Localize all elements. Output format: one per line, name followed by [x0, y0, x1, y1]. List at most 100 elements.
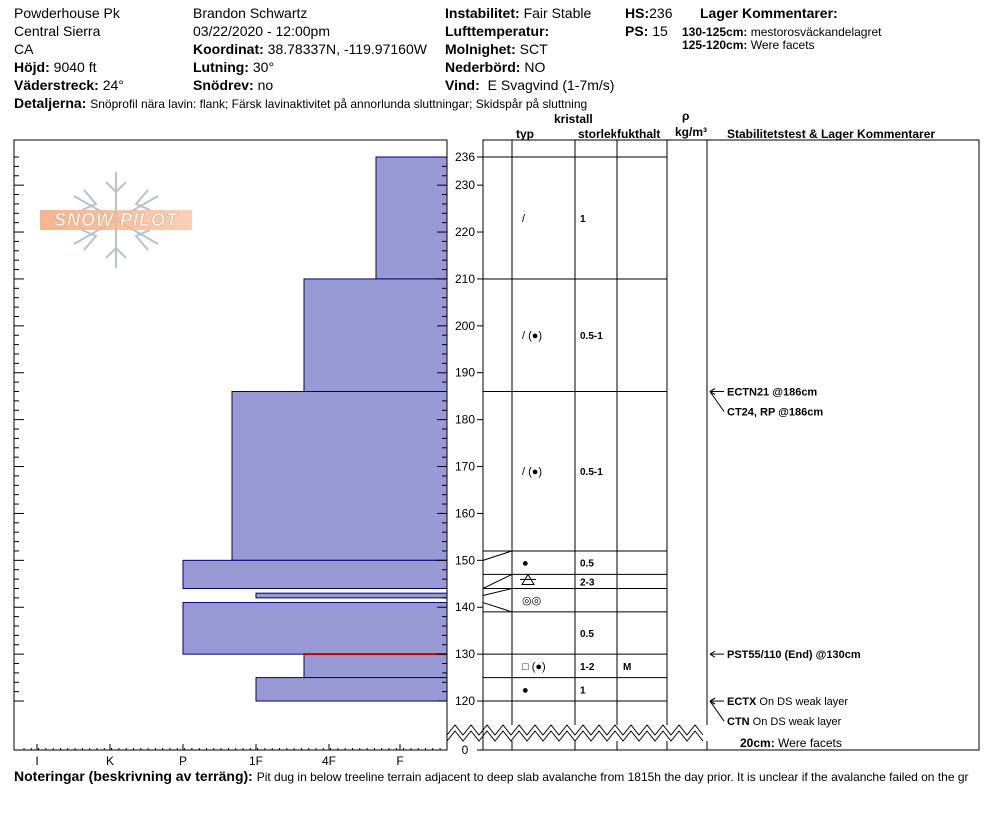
crystal-size: 1	[580, 214, 586, 225]
elevation-row: Höjd: 9040 ft	[14, 59, 96, 75]
coord-label: Koordinat:	[193, 41, 264, 57]
coord-row: Koordinat: 38.78337N, -119.97160W	[193, 41, 427, 57]
crystal-heading: kristall	[554, 112, 593, 126]
clouds-label: Molnighet:	[445, 41, 516, 57]
hs-row: HS:236	[625, 5, 672, 21]
wind-value: E Svagvind (1-7m/s)	[487, 77, 615, 93]
layer-comment-2-range: 125-120cm:	[682, 38, 748, 52]
range: Central Sierra	[14, 23, 101, 39]
hardness-bar	[231, 391, 448, 561]
layer-comment-2: 125-120cm: Were facets	[682, 37, 815, 53]
slope-value: 30°	[252, 59, 275, 75]
graupel-icon	[520, 573, 536, 585]
datetime: 03/22/2020 - 12:00pm	[193, 23, 330, 39]
axis-break-top	[446, 724, 704, 736]
instability-value: Fair Stable	[523, 5, 592, 21]
test-arrow	[709, 697, 716, 705]
type-heading: typ	[516, 127, 534, 141]
slope-label: Lutning:	[193, 59, 249, 75]
slope-row: Lutning: 30°	[193, 59, 274, 75]
moisture-value: M	[623, 662, 631, 673]
crystal-size: 0.5-1	[580, 331, 603, 342]
airtemp-label: Lufttemperatur:	[445, 23, 550, 39]
layer-comments-title: Lager Kommentarer:	[700, 5, 838, 21]
snowpilot-logo: SNOW PILOT	[40, 172, 192, 268]
clouds-value: SCT	[519, 41, 548, 57]
test-label: ECTN21 @186cm	[727, 387, 817, 399]
crystal-type: □ (●)	[522, 661, 546, 673]
crystal-size: 0.5-1	[580, 467, 603, 478]
wind-label: Vind:	[445, 77, 480, 93]
wind-row: Vind: E Svagvind (1-7m/s)	[445, 77, 614, 93]
crystal-size: 0.5	[580, 629, 594, 640]
layer-join	[482, 587, 513, 597]
details-value: Snöprofil nära lavin: flank; Färsk lavin…	[90, 97, 588, 111]
size-heading: storlek	[578, 127, 616, 141]
hardness-bar	[303, 653, 448, 679]
y-tick-label: 0	[462, 743, 469, 757]
y-tick-label: 130	[455, 647, 475, 661]
ps-label: PS:	[625, 23, 649, 39]
x-tick-label: P	[179, 754, 187, 768]
precip-value: NO	[524, 59, 546, 75]
state: CA	[14, 41, 34, 57]
test-pointer	[709, 391, 725, 412]
y-tick-label: 210	[455, 272, 475, 286]
clouds-row: Molnighet: SCT	[445, 41, 548, 57]
x-tick-label: 1F	[249, 754, 263, 768]
precip-label: Nederbörd:	[445, 59, 521, 75]
y-tick-label: 200	[455, 319, 475, 333]
crystal-type: ●	[522, 684, 529, 696]
crystal-type: ●	[522, 558, 529, 570]
test-arrow	[709, 650, 716, 658]
clipped-comment-text: Were facets	[778, 736, 842, 750]
y-tick-label: 220	[455, 225, 475, 239]
clipped-layer-comment: 20cm: Were facets	[740, 735, 842, 751]
layer-comment-2-text: Were facets	[750, 38, 815, 52]
hardness-bar	[255, 677, 448, 702]
y-tick-label: 170	[455, 460, 475, 474]
drift-row: Snödrev: no	[193, 77, 273, 93]
rho-heading: ρ	[682, 109, 690, 123]
crystal-type: ◎◎	[522, 595, 541, 607]
test-pointer	[709, 700, 725, 722]
instability-row: Instabilitet: Fair Stable	[445, 5, 591, 21]
hardness-bar	[375, 156, 448, 280]
y-tick-label: 150	[455, 553, 475, 567]
hs-label: HS:	[625, 5, 650, 21]
coord-value: 38.78337N, -119.97160W	[267, 41, 427, 57]
y-tick-label: 190	[455, 366, 475, 380]
layer-table-frame	[482, 139, 980, 751]
crystal-size: 1	[580, 685, 586, 696]
layer-join	[482, 550, 513, 561]
y-tick-label: 140	[455, 600, 475, 614]
drift-label: Snödrev:	[193, 77, 254, 93]
notes-row: Noteringar (beskrivning av terräng): Pit…	[14, 768, 994, 785]
notes-label: Noteringar (beskrivning av terräng):	[14, 768, 253, 784]
crystal-type: / (●)	[522, 330, 542, 342]
hs-value: 236	[649, 5, 673, 21]
x-tick-label: I	[35, 754, 38, 768]
x-tick-label: K	[106, 754, 114, 768]
drift-value: no	[257, 77, 274, 93]
hardness-bar	[182, 602, 448, 655]
crystal-size: 1-2	[580, 662, 595, 673]
y-tick-label: 180	[455, 413, 475, 427]
tests-heading: Stabilitetstest & Lager Kommentarer	[727, 127, 936, 141]
crystal-type: /	[522, 213, 526, 225]
ps-row: PS: 15	[625, 23, 668, 39]
x-tick-label: F	[396, 754, 403, 768]
layer-join	[482, 573, 513, 589]
y-tick-label: 160	[455, 506, 475, 520]
test-label: CTN On DS weak layer	[727, 716, 842, 728]
airtemp-row: Lufttemperatur:	[445, 23, 549, 39]
elevation-value: 9040 ft	[53, 59, 97, 75]
details-label: Detaljerna:	[14, 95, 87, 111]
test-label: PST55/110 (End) @130cm	[727, 649, 861, 661]
layer-comment-1: 130-125cm: mestorosväckandelagret	[682, 24, 881, 40]
test-arrow	[709, 388, 716, 395]
y-tick-label: 120	[455, 694, 475, 708]
crystal-size: 2-3	[580, 577, 595, 588]
test-label: ECTX On DS weak layer	[727, 696, 848, 708]
test-label: CT24, RP @186cm	[727, 407, 823, 419]
